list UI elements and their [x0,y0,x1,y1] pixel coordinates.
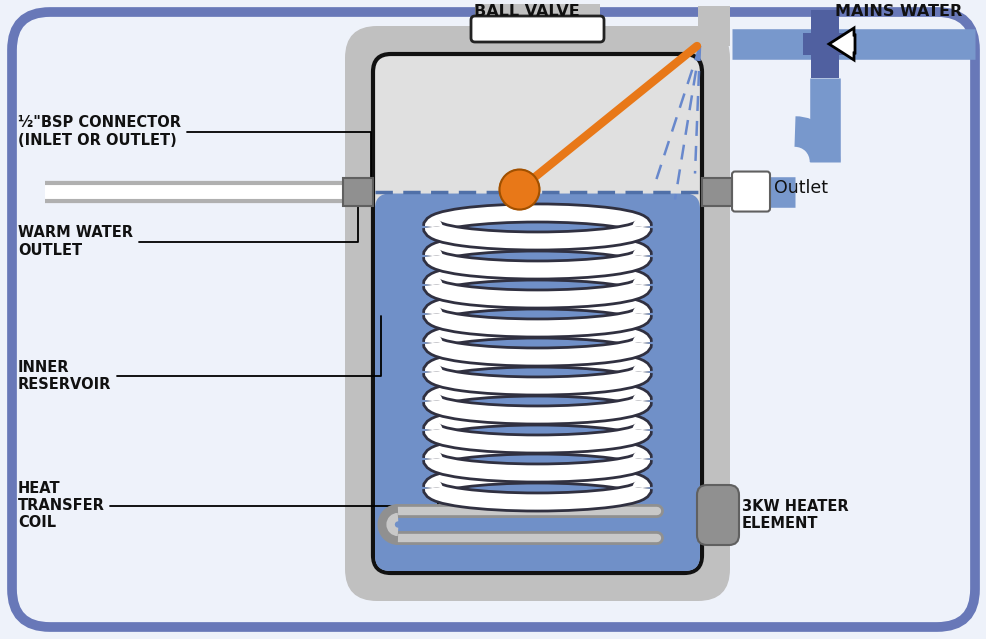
Text: MAINS WATER: MAINS WATER [834,4,961,19]
Bar [343,178,373,206]
Bar [701,178,732,206]
Bar [697,6,730,46]
FancyBboxPatch shape [732,171,769,212]
Text: INNER
RESERVOIR: INNER RESERVOIR [18,316,381,392]
Bar [810,10,838,78]
FancyBboxPatch shape [12,12,974,627]
FancyBboxPatch shape [345,26,730,601]
FancyBboxPatch shape [470,16,603,42]
Text: BALL VALVE: BALL VALVE [474,4,580,19]
Bar [803,33,846,55]
Text: WARM WATER
OUTLET: WARM WATER OUTLET [18,196,358,258]
FancyArrow shape [828,28,854,60]
FancyBboxPatch shape [696,485,739,545]
Text: 3KW HEATER
ELEMENT: 3KW HEATER ELEMENT [741,499,848,531]
Text: ½"BSP CONNECTOR
(INLET OR OUTLET): ½"BSP CONNECTOR (INLET OR OUTLET) [18,115,371,184]
Circle shape [499,169,539,210]
FancyBboxPatch shape [373,54,701,573]
Text: Outlet: Outlet [773,178,827,197]
Bar [474,4,599,44]
FancyBboxPatch shape [375,194,699,571]
Text: HEAT
TRANSFER
COIL: HEAT TRANSFER COIL [18,369,437,530]
